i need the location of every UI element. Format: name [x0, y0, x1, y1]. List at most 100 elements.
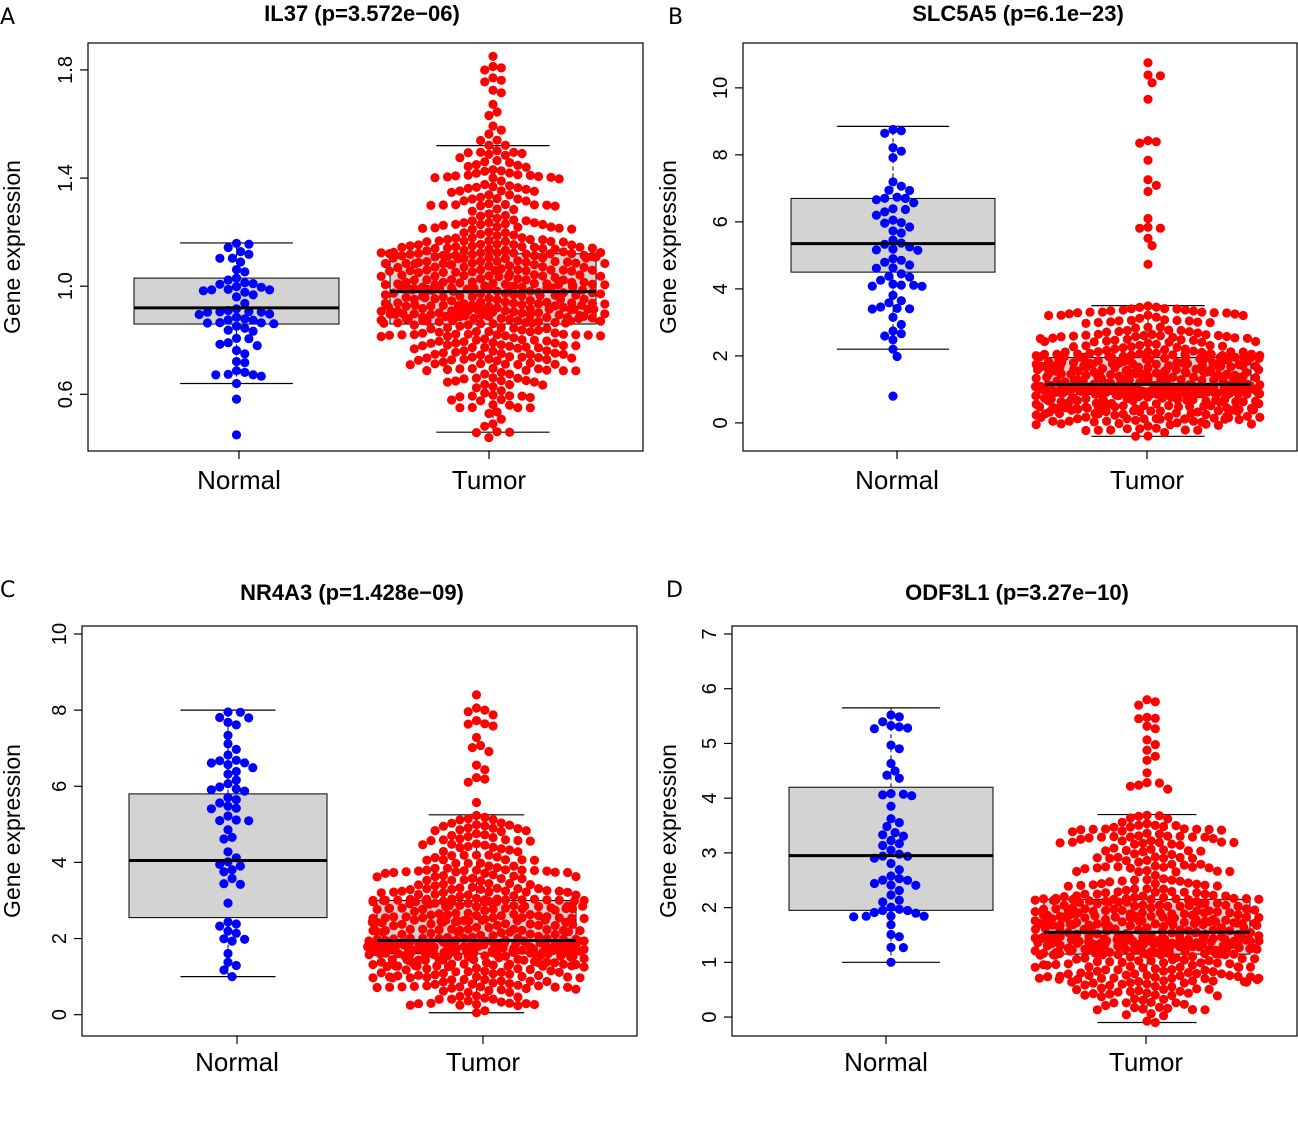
data-point	[265, 285, 274, 294]
data-point	[868, 282, 877, 291]
data-point	[901, 205, 910, 214]
data-point	[439, 268, 448, 277]
data-point	[1122, 886, 1131, 895]
data-point	[472, 798, 481, 807]
data-point	[223, 958, 232, 967]
data-point	[888, 143, 897, 152]
data-point	[886, 802, 895, 811]
data-point	[406, 885, 415, 894]
data-point	[1143, 58, 1152, 67]
data-point	[551, 318, 560, 327]
data-point	[1110, 411, 1119, 420]
data-point	[1242, 978, 1251, 987]
data-point	[1156, 908, 1165, 917]
data-point	[1095, 388, 1104, 397]
data-point	[1159, 863, 1168, 872]
data-point	[1193, 328, 1202, 337]
data-point	[1197, 338, 1206, 347]
data-point	[588, 244, 597, 253]
data-point	[431, 881, 440, 890]
data-point	[1122, 971, 1131, 980]
data-point	[1036, 334, 1045, 343]
data-point	[526, 358, 535, 367]
data-point	[580, 914, 589, 923]
panel-letter: B	[668, 5, 683, 30]
data-point	[497, 349, 506, 358]
data-point	[397, 904, 406, 913]
data-point	[1068, 827, 1077, 836]
data-point	[1163, 785, 1172, 794]
data-point	[414, 240, 423, 249]
data-point	[1160, 428, 1169, 437]
data-point	[1123, 414, 1132, 423]
data-point	[464, 842, 473, 851]
data-point	[240, 935, 249, 944]
data-point	[1069, 393, 1078, 402]
data-point	[1143, 156, 1152, 165]
figure: A IL37 (p=3.572e−06)Gene expression0.61.0…	[0, 0, 1298, 1132]
data-point	[509, 324, 518, 333]
data-point	[542, 895, 551, 904]
data-point	[538, 380, 547, 389]
data-point	[224, 338, 233, 347]
data-point	[880, 207, 889, 216]
data-point	[472, 839, 481, 848]
data-point	[1031, 896, 1040, 905]
data-point	[497, 395, 506, 404]
data-point	[1130, 849, 1139, 858]
data-point	[501, 952, 510, 961]
data-point	[389, 868, 398, 877]
data-point	[431, 826, 440, 835]
data-point	[1057, 332, 1066, 341]
data-point	[1130, 876, 1139, 885]
data-point	[232, 784, 241, 793]
data-point	[207, 285, 216, 294]
data-point	[899, 790, 908, 799]
data-point	[459, 355, 468, 364]
data-point	[1102, 407, 1111, 416]
data-point	[1031, 925, 1040, 934]
data-point	[1114, 327, 1123, 336]
data-point	[223, 811, 232, 820]
data-point	[1200, 890, 1209, 899]
data-point	[542, 977, 551, 986]
data-point	[476, 212, 485, 221]
data-point	[1177, 326, 1186, 335]
data-point	[472, 911, 481, 920]
data-point	[895, 774, 904, 783]
data-point	[219, 879, 228, 888]
data-point	[426, 999, 435, 1008]
y-tick-label: 0	[699, 1011, 721, 1022]
data-point	[1151, 879, 1160, 888]
data-point	[1131, 332, 1140, 341]
data-point	[484, 354, 493, 363]
data-point	[559, 247, 568, 256]
data-point	[895, 874, 904, 883]
data-point	[447, 831, 456, 840]
data-point	[215, 816, 224, 825]
data-point	[505, 988, 514, 997]
data-point	[493, 295, 502, 304]
data-point	[526, 296, 535, 305]
data-point	[1075, 353, 1084, 362]
data-point	[1109, 844, 1118, 853]
data-point	[567, 249, 576, 258]
y-tick-label: 10	[710, 77, 732, 99]
data-point	[451, 967, 460, 976]
data-point	[455, 322, 464, 331]
data-point	[472, 866, 481, 875]
data-point	[1250, 954, 1259, 963]
data-point	[489, 961, 498, 970]
data-point	[1209, 891, 1218, 900]
data-point	[464, 832, 473, 841]
data-point	[406, 250, 415, 259]
data-point	[1200, 881, 1209, 890]
data-point	[1109, 832, 1118, 841]
data-point	[439, 987, 448, 996]
data-point	[530, 251, 539, 260]
data-point	[505, 845, 514, 854]
data-point	[509, 240, 518, 249]
data-point	[385, 331, 394, 340]
data-point	[534, 299, 543, 308]
data-point	[1143, 95, 1152, 104]
